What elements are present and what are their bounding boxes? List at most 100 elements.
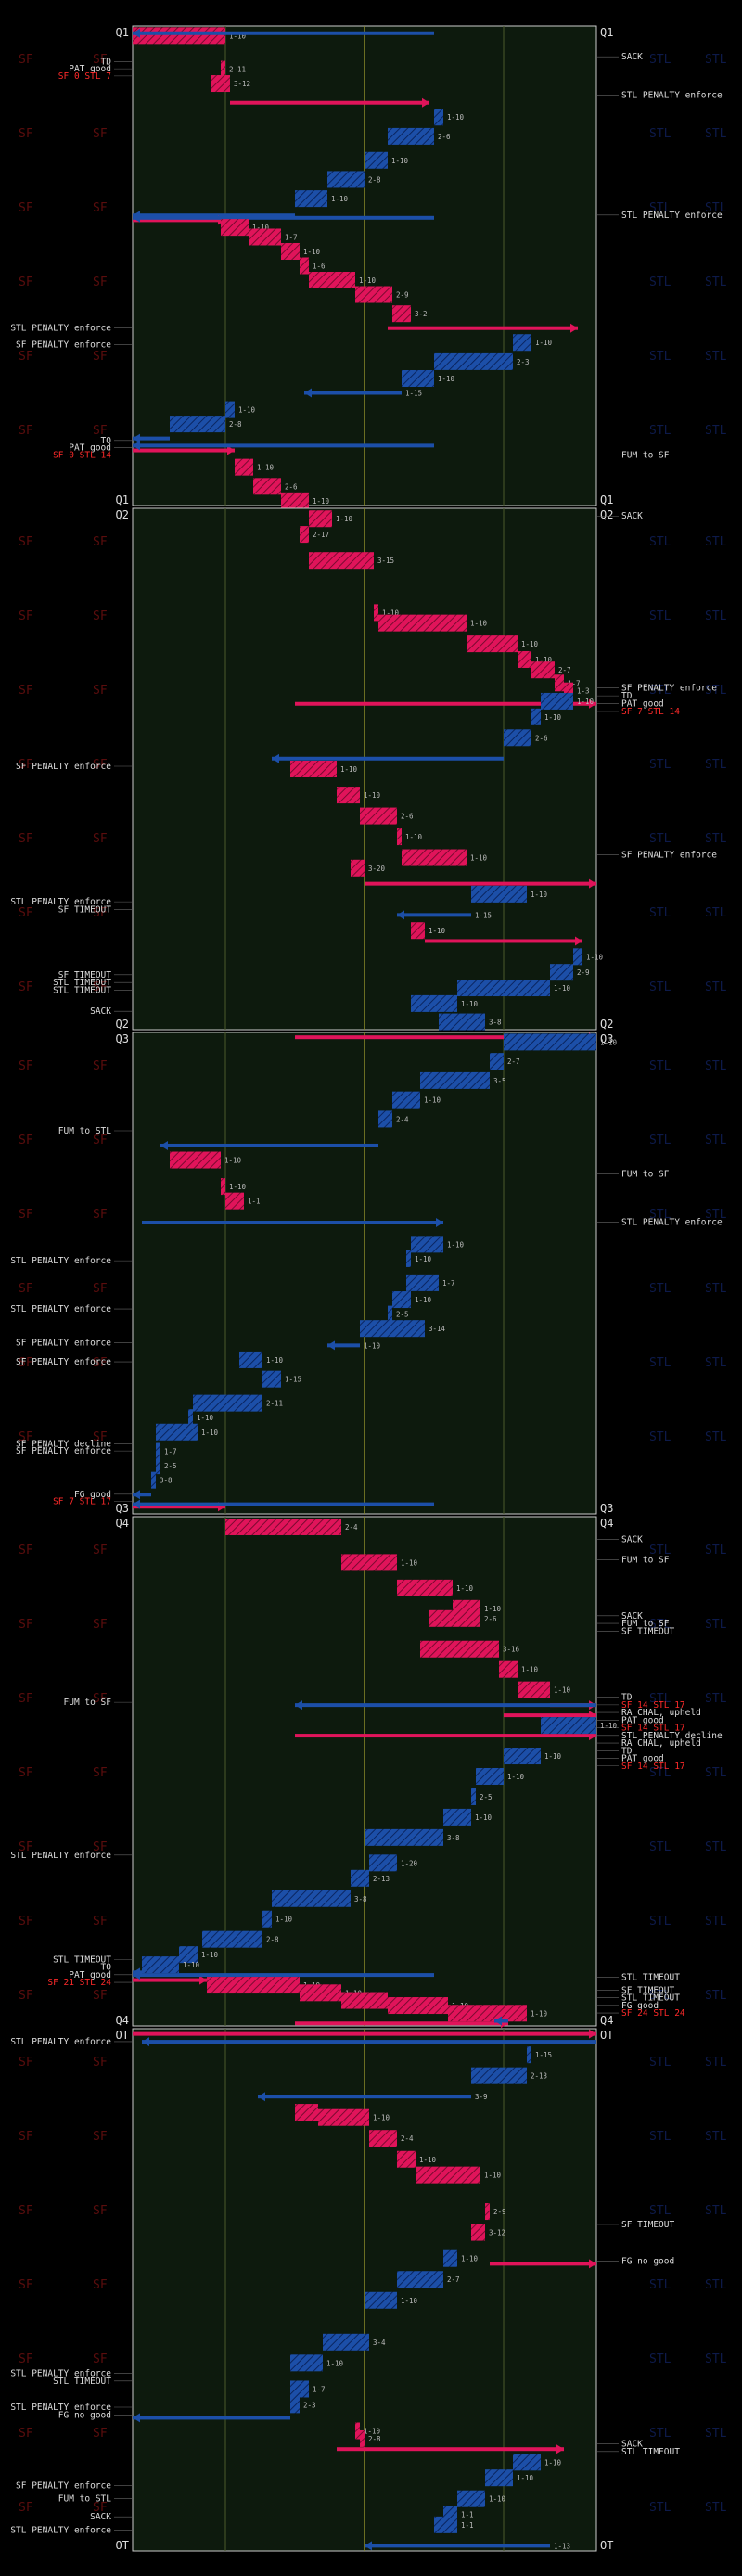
play-bar-sf [429,1609,480,1627]
play-note: SF 14 STL 17 [621,1700,685,1711]
watermark-stl: STL [649,535,672,549]
watermark-sf: SF [19,1989,33,2003]
play-bar-stl [365,151,388,169]
down-distance-label: 1-10 [401,1558,418,1567]
play-bar-sf [397,1579,453,1596]
play-bar-stl [295,1703,596,1708]
play-note: SF PENALTY decline [16,1439,111,1449]
down-distance-label: 2-11 [266,1400,283,1408]
down-distance-label: 1-15 [535,2051,552,2059]
watermark-stl: STL [649,1208,672,1222]
play-bar-stl [133,31,434,35]
watermark-stl: STL [649,2278,672,2292]
play-bar-sf [531,661,555,679]
play-bar-sf [365,881,596,886]
play-note: STL PENALTY enforce [10,1304,111,1314]
play-bar-sf [425,939,582,943]
watermark-sf: SF [93,2056,108,2070]
play-bar-sf [518,1681,550,1698]
down-distance-label: 1-10 [201,1429,219,1437]
play-bar-stl [262,1370,281,1388]
down-distance-label: 2-17 [313,531,329,539]
down-distance-label: 3-8 [447,1834,460,1842]
play-bar-sf [318,2108,369,2126]
play-bar-sf [448,2005,527,2022]
play-bar-stl [290,2380,309,2398]
play-arrow-stl [133,28,140,38]
play-arrow-stl [327,1340,335,1351]
down-distance-label: 1-15 [475,911,492,919]
watermark-sf: SF [93,609,108,623]
watermark-sf: SF [19,2427,33,2441]
watermark-sf: SF [93,1915,108,1929]
down-distance-label: 3-9 [475,2093,488,2101]
play-bar-sf [295,1734,596,1738]
play-bar-sf [253,478,281,495]
watermark-sf: SF [19,535,33,549]
down-distance-label: 2-7 [507,1057,520,1066]
play-note: FUM to SF [621,450,670,460]
play-bar-stl [133,1493,151,1497]
play-bar-sf [281,492,309,509]
down-distance-label: 2-5 [480,1793,493,1801]
play-bar-stl [225,401,235,418]
play-note: STL PENALTY enforce [621,211,723,221]
down-distance-label: 1-10 [475,1813,493,1822]
watermark-sf: SF [19,424,33,438]
down-distance-label: 1-10 [521,1666,539,1674]
watermark-sf: SF [93,980,108,994]
down-distance-label: 1-10 [447,1240,465,1249]
watermark-sf: SF [93,53,108,67]
watermark-sf: SF [19,1692,33,1706]
play-bar-sf [249,228,281,246]
play-bar-stl [272,756,504,761]
watermark-stl: STL [705,1282,727,1296]
play-arrow-stl [258,2092,265,2102]
play-bar-stl [392,1091,420,1109]
play-note: SF 14 STL 17 [621,1762,685,1772]
down-distance-label: 1-3 [577,687,590,696]
watermark-sf: SF [93,2352,108,2366]
play-bar-stl [365,2291,397,2309]
watermark-stl: STL [649,1915,672,1929]
play-bar-stl [471,1788,476,1805]
play-bar-stl [378,1110,392,1128]
down-distance-label: 1-10 [336,515,353,523]
play-note: SF TIMEOUT [621,1985,674,1995]
play-bar-stl [513,2454,541,2471]
play-arrow-stl [133,441,140,451]
play-bar-sf [490,2262,596,2266]
play-bar-stl [411,1236,443,1253]
quarter-label: Q3 [116,1502,129,1515]
play-bar-sf [341,1992,388,2009]
watermark-stl: STL [705,758,727,772]
down-distance-label: 1-10 [544,2458,562,2467]
play-note: FUM to SF [621,1170,670,1180]
down-distance-label: 1-10 [470,854,488,863]
down-distance-label: 1-15 [285,1376,301,1384]
play-bar-stl [490,1053,504,1070]
watermark-sf: SF [93,535,108,549]
play-bar-sf [309,510,332,528]
play-note: TO [101,436,112,446]
watermark-stl: STL [705,1134,727,1147]
play-bar-stl [290,2396,300,2414]
play-bar-stl [541,1717,596,1735]
down-distance-label: 1-10 [340,765,358,774]
play-note: SACK [621,511,643,521]
down-distance-label: 1-10 [429,927,446,935]
watermark-sf: SF [93,2501,108,2515]
play-bar-sf [221,1178,225,1196]
down-distance-label: 1-15 [405,390,422,398]
down-distance-label: 2-8 [266,1936,279,1944]
down-distance-label: 2-9 [396,291,409,300]
play-bar-sf [300,257,309,275]
watermark-sf: SF [93,1989,108,2003]
play-bar-stl [443,1808,471,1826]
play-bar-stl [142,1221,443,1225]
play-bar-sf [360,2429,365,2447]
down-distance-label: 1-1 [248,1198,261,1206]
play-arrow-stl [133,2413,140,2423]
play-note: SACK [621,2439,643,2449]
down-distance-label: 1-10 [183,1961,200,1969]
